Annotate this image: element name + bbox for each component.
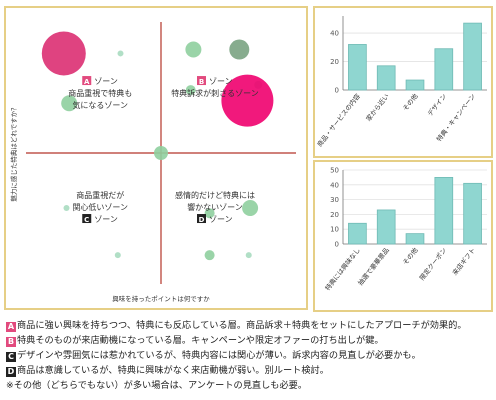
zone-legend: A 商品に強い興味を持ちつつ、特典にも反応している層。商品訴求＋特典をセットにした… [6, 318, 492, 393]
legend-item-d: D 商品は意識しているが、特典に興味がなく来店動機が弱い。別ルート検討。 [6, 363, 492, 378]
top-bar-chart-ytick-0: 0 [335, 87, 339, 95]
top-bar-chart-ytick-2: 40 [330, 30, 339, 38]
badge-c: C [6, 352, 16, 362]
y-axis-label: 魅力に感じた特典はどれですか？ [9, 104, 18, 201]
bubble-point-0 [41, 31, 86, 76]
bubble-point-5 [185, 85, 196, 96]
top-bar-chart-bar-2 [405, 79, 425, 91]
quadrant-label-0-0: ゾーン [94, 77, 118, 86]
bubble-point-14 [245, 252, 252, 259]
top-bar-chart-bar-1 [376, 65, 396, 91]
legend-note-text: ※その他（どちらでもない）が多い場合は、アンケートの見直しも必要。 [6, 380, 308, 391]
bubble-point-3 [185, 41, 202, 58]
quadrant-badge-1 [197, 76, 206, 86]
quadrant-badge-3 [197, 214, 206, 224]
quadrant-label-0-1: 商品重視で特典も [68, 88, 132, 98]
quadrant-badge-letter-2: C [84, 216, 89, 224]
badge-b: B [6, 337, 16, 347]
legend-note: ※その他（どちらでもない）が多い場合は、アンケートの見直しも必要。 [6, 378, 492, 393]
bottom-bar-chart-xtick-2: その他 [400, 245, 419, 266]
bar-chart-top-panel: 0 20 40 商品・サービスの内容 家から近い その他 デザイン 特典・キャンペーン [313, 6, 493, 158]
bottom-bar-chart-ytick-3: 30 [330, 196, 339, 204]
legend-item-c: C デザインや雰囲気には惹かれているが、特典内容には関心が薄い。訴求内容の見直しが… [6, 348, 492, 363]
bubble-point-1 [117, 50, 124, 57]
quadrant-label-2-1: 関心低いゾーン [72, 202, 128, 212]
badge-d: D [6, 367, 16, 377]
bubble-point-4 [229, 39, 250, 60]
legend-text-d: 商品は意識しているが、特典に興味がなく来店動機が弱い。別ルート検討。 [17, 365, 329, 376]
bottom-bar-chart-ytick-5: 50 [330, 167, 339, 175]
top-bar-chart-ytick-1: 20 [330, 58, 339, 66]
bottom-bar-chart-bar-2 [405, 233, 425, 245]
bottom-bar-chart-ytick-1: 10 [330, 226, 339, 234]
quadrant-badge-2 [82, 214, 92, 224]
bottom-bar-chart-xtick-3: 限定クーポン [417, 246, 448, 282]
bottom-bar-chart-ytick-2: 20 [330, 211, 339, 219]
top-bar-chart-xtick-1: 家から近い [364, 92, 391, 123]
quadrant-badge-0 [82, 76, 92, 86]
badge-a: A [6, 322, 16, 332]
quadrant-label-1-1: 特典訴求が刺さるゾーン [171, 88, 259, 98]
bottom-bar-chart-bar-3 [434, 176, 454, 245]
bottom-bar-chart-xtick-4: 来店ギフト [450, 246, 477, 277]
top-bar-chart-xtick-0: 商品・サービスの内容 [315, 91, 362, 148]
x-axis-label: 興味を持ったポイントは何ですか [112, 294, 210, 303]
quadrant-badge-letter-1: B [199, 78, 204, 86]
legend-item-a: A 商品に強い興味を持ちつつ、特典にも反応している層。商品訴求＋特典をセットにした… [6, 318, 492, 333]
bottom-bar-chart-xtick-0: 特典には興味なし [323, 246, 362, 293]
bar-chart-bottom-panel: 0 10 20 30 40 50 特典には興味なし 抽選で豪華景品 その他 限定クーポン 来店ギフト [313, 160, 493, 312]
bubble-point-10 [242, 200, 259, 217]
bottom-bar-chart-bar-0 [348, 222, 367, 245]
legend-text-b: 特典そのものが来店動機になっている層。キャンペーンや限定オファーの打ち出しが鍵。 [17, 335, 384, 346]
bubble-point-9 [63, 205, 70, 212]
bubble-chart-panel: A ゾーン 商品重視で特典も 気になるゾーン B ゾーン 特典訴求が刺さるゾーン 商品重視だが… [4, 6, 308, 310]
bottom-bar-chart-ytick-4: 40 [330, 181, 339, 189]
bubble-point-8 [154, 146, 168, 160]
legend-text-a: 商品に強い興味を持ちつつ、特典にも反応している層。商品訴求＋特典をセットにしたア… [17, 320, 467, 331]
bottom-bar-chart-ytick-0: 0 [335, 241, 339, 249]
bubble-point-7 [221, 74, 274, 127]
bubble-point-13 [204, 250, 215, 261]
legend-text-c: デザインや雰囲気には惹かれているが、特典内容には関心が薄い。訴求内容の見直しが必… [17, 350, 421, 361]
quadrant-label-3-0: 感情的だけど特典には [175, 190, 255, 200]
bubble-point-11 [204, 208, 215, 219]
top-bar-chart-bar-0 [348, 44, 367, 91]
bottom-bar-chart-bar-1 [376, 209, 396, 245]
quadrant-label-0-2: 気になるゾーン [72, 100, 128, 110]
top-bar-chart-xtick-3: デザイン [425, 92, 448, 118]
quadrant-label-3-1: 響かないゾーン [187, 202, 243, 212]
quadrant-label-3-2: ゾーン [209, 215, 233, 224]
top-bar-chart-bar-3 [434, 48, 454, 91]
top-bar-chart-xtick-2: その他 [400, 91, 419, 112]
quadrant-label-1-0: ゾーン [209, 77, 233, 86]
top-bar-chart-bar-4 [463, 22, 482, 91]
quadrant-label-2-0: 商品重視だが [76, 190, 124, 200]
quadrant-badge-letter-3: D [199, 216, 205, 224]
quadrant-label-2-2: ゾーン [94, 215, 118, 224]
bottom-bar-chart-bar-4 [463, 182, 482, 245]
quadrant-badge-letter-0: A [84, 78, 90, 86]
legend-item-b: B 特典そのものが来店動機になっている層。キャンペーンや限定オファーの打ち出しが鍵… [6, 333, 492, 348]
bubble-point-12 [114, 252, 121, 259]
bubble-point-2 [61, 95, 78, 112]
